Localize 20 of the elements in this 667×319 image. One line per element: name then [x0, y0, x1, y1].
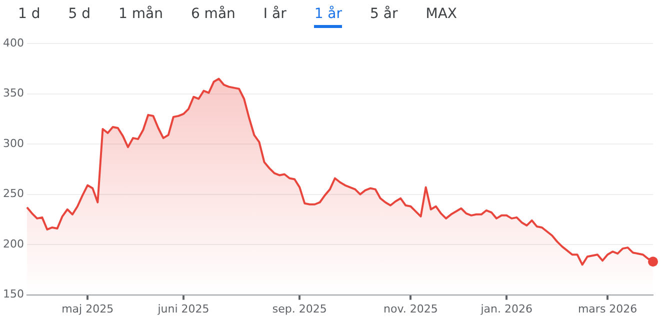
x-tick-label: maj 2025 — [62, 302, 114, 316]
x-tick-label: nov. 2025 — [383, 302, 438, 316]
text: 5 d — [68, 6, 90, 24]
text: 6 mån — [190, 6, 236, 24]
text: 5 år — [370, 6, 398, 24]
x-tick-label: jan. 2026 — [480, 302, 532, 316]
text: 1 mån — [118, 6, 163, 24]
y-tick-label: 350 — [2, 86, 24, 100]
y-tick-label: 250 — [2, 187, 24, 200]
y-tick-label: 400 — [2, 36, 24, 50]
text: 1 d — [18, 6, 40, 24]
y-tick-label: 150 — [2, 288, 24, 301]
x-tick-label: sep. 2025 — [272, 302, 327, 316]
text: 1 år — [314, 6, 342, 28]
x-tick-label: mars 2026 — [578, 302, 638, 316]
x-tick-label: juni 2025 — [156, 302, 210, 316]
text: MAX — [426, 6, 457, 24]
y-tick-label: 300 — [2, 136, 24, 150]
text: I år — [263, 6, 286, 24]
y-tick-label: 200 — [2, 237, 24, 250]
